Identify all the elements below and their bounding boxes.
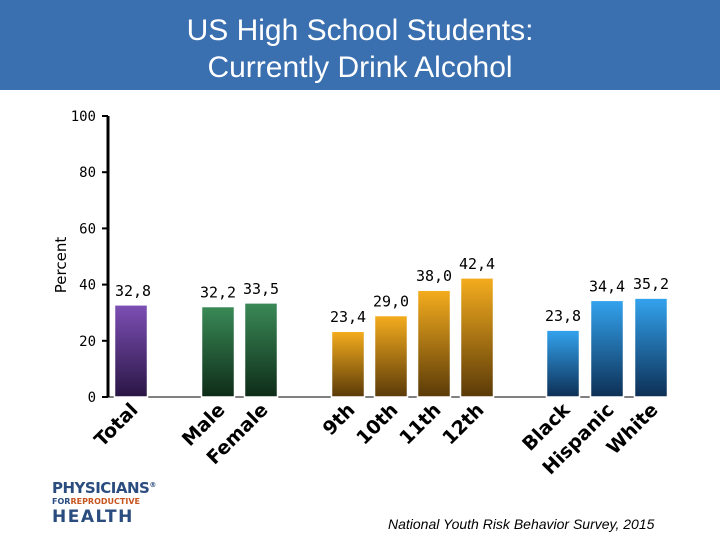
logo-line-1: PHYSICIANS: [52, 479, 150, 497]
logo-line-2-for: FOR: [52, 497, 71, 506]
bar: [416, 289, 452, 398]
y-tick-label: 40: [79, 278, 96, 294]
y-tick-label: 100: [71, 109, 96, 125]
data-label: 32,8: [115, 282, 151, 300]
y-tick-label: 0: [88, 390, 96, 406]
category-label: Total: [90, 399, 142, 451]
organization-logo: PHYSICIANS® FORREPRODUCTIVE HEALTH: [52, 478, 156, 528]
data-label: 23,8: [545, 307, 581, 325]
logo-registered-mark: ®: [149, 481, 156, 489]
y-tick-label: 20: [79, 334, 96, 350]
logo-line-3: HEALTH: [52, 507, 134, 527]
bar: [243, 302, 279, 398]
data-label: 38,0: [416, 267, 452, 285]
data-label: 33,5: [243, 280, 279, 298]
data-label: 34,4: [589, 277, 625, 295]
category-label: 11th: [395, 399, 445, 449]
logo-line-2-rest: REPRODUCTIVE: [70, 497, 140, 506]
title-banner: US High School Students: Currently Drink…: [0, 0, 720, 90]
bar: [633, 297, 669, 398]
data-label: 35,2: [633, 275, 669, 293]
data-label: 23,4: [330, 308, 366, 326]
bar: [113, 304, 149, 398]
bar: [330, 330, 366, 398]
category-label: 10th: [352, 399, 402, 449]
bar: [373, 314, 409, 398]
bar: [545, 329, 581, 398]
source-note: National Youth Risk Behavior Survey, 201…: [388, 516, 655, 532]
y-tick-label: 80: [79, 165, 96, 181]
bar: [589, 299, 625, 398]
title-line-1: US High School Students:: [186, 14, 534, 47]
data-label: 29,0: [373, 293, 409, 311]
category-label: 12th: [438, 399, 488, 449]
data-label: 42,4: [459, 255, 495, 273]
y-tick-label: 60: [79, 221, 96, 237]
y-axis-title: Percent: [52, 237, 70, 294]
data-label: 32,2: [200, 284, 236, 302]
bar: [200, 305, 236, 398]
bar: [459, 277, 495, 398]
title-line-2: Currently Drink Alcohol: [207, 51, 513, 84]
chart-title: US High School Students: Currently Drink…: [0, 12, 720, 86]
